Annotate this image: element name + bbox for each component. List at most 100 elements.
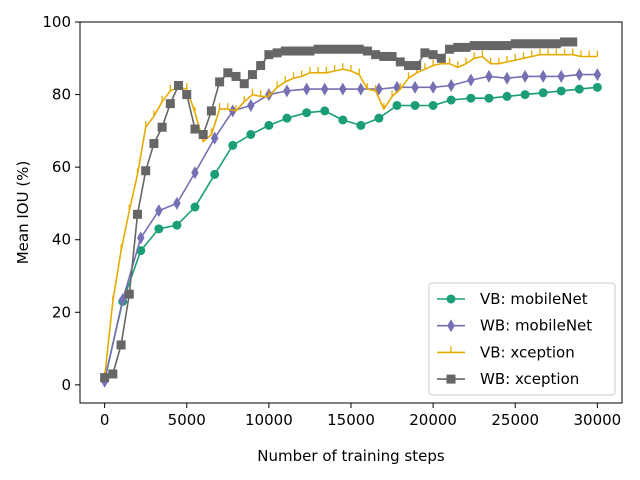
data-point xyxy=(210,131,219,145)
data-point xyxy=(313,44,323,54)
series-wb-xception xyxy=(100,37,578,383)
data-point xyxy=(264,120,274,130)
x-axis-ticks: 0 5000 10000 15000 20000 25000 30000 xyxy=(100,403,621,429)
data-point xyxy=(155,204,163,218)
legend-label: WB: mobileNet xyxy=(480,317,592,335)
data-point xyxy=(518,39,528,49)
y-tick-label: 80 xyxy=(52,86,71,104)
y-tick-label: 20 xyxy=(52,303,71,321)
data-point xyxy=(136,231,145,245)
legend-marker xyxy=(446,294,456,304)
data-point xyxy=(215,77,225,87)
data-point xyxy=(560,37,570,47)
data-point xyxy=(362,46,372,56)
data-point xyxy=(108,369,118,379)
data-point xyxy=(447,79,455,92)
data-point xyxy=(461,42,471,52)
x-tick-label: 30000 xyxy=(574,411,622,429)
series-wb-mobilenet xyxy=(100,68,602,388)
data-point xyxy=(321,44,331,54)
data-point xyxy=(283,84,291,98)
data-point xyxy=(165,99,175,109)
data-point xyxy=(154,224,164,234)
data-point xyxy=(446,95,456,105)
data-point xyxy=(403,61,413,71)
data-point xyxy=(428,100,438,110)
data-point xyxy=(223,68,233,78)
data-point xyxy=(592,82,602,92)
data-point xyxy=(320,82,329,96)
data-point xyxy=(539,69,547,83)
data-point xyxy=(272,48,282,58)
data-point xyxy=(100,373,110,383)
data-point xyxy=(174,81,184,90)
series-line xyxy=(103,86,598,380)
y-tick-label: 60 xyxy=(52,158,71,176)
data-point xyxy=(453,42,463,52)
legend-item: WB: xception xyxy=(437,370,579,388)
data-point xyxy=(527,39,537,49)
data-point xyxy=(428,50,438,60)
data-point xyxy=(116,340,126,350)
data-point xyxy=(486,41,496,51)
data-point xyxy=(484,93,494,103)
data-point xyxy=(173,196,181,210)
legend-item: VB: mobileNet xyxy=(437,290,588,308)
data-point xyxy=(282,113,292,123)
data-point xyxy=(191,166,199,180)
data-point xyxy=(535,39,545,49)
y-axis-label: Mean IOU (%) xyxy=(14,161,32,265)
data-point xyxy=(210,169,220,179)
data-point xyxy=(172,220,182,230)
plot-marks xyxy=(100,37,602,388)
data-point xyxy=(379,51,389,61)
data-point xyxy=(445,44,455,54)
data-point xyxy=(436,53,446,63)
data-point xyxy=(256,61,266,71)
data-point xyxy=(132,209,142,219)
data-point xyxy=(289,46,299,56)
x-tick-label: 10000 xyxy=(245,411,293,429)
x-tick-label: 15000 xyxy=(327,411,375,429)
data-point xyxy=(339,82,347,96)
data-point xyxy=(190,202,200,212)
data-point xyxy=(338,44,348,54)
x-axis-label: Number of training steps xyxy=(257,447,445,465)
legend-label: VB: mobileNet xyxy=(480,290,588,308)
data-point xyxy=(231,71,241,81)
data-point xyxy=(356,120,366,130)
data-point xyxy=(469,41,479,51)
data-point xyxy=(305,46,315,56)
data-point xyxy=(411,80,419,94)
x-tick-label: 20000 xyxy=(409,411,457,429)
data-point xyxy=(354,44,364,54)
data-point xyxy=(502,91,512,101)
data-point xyxy=(466,93,476,103)
y-tick-label: 100 xyxy=(42,13,71,31)
series-line xyxy=(103,73,598,382)
data-point xyxy=(551,39,561,49)
data-point xyxy=(280,46,290,56)
data-point xyxy=(502,41,512,51)
data-point xyxy=(494,41,504,51)
y-tick-label: 40 xyxy=(52,231,71,249)
data-point xyxy=(246,129,256,139)
data-point xyxy=(568,37,578,47)
legend-marker xyxy=(447,319,455,333)
data-point xyxy=(264,50,274,60)
data-point xyxy=(510,39,520,49)
data-point xyxy=(124,289,134,299)
data-point xyxy=(538,88,548,98)
data-point xyxy=(228,140,238,150)
data-point xyxy=(557,69,566,83)
x-tick-label: 5000 xyxy=(168,411,206,429)
y-axis-ticks: 0 20 40 60 80 100 xyxy=(42,13,80,394)
legend-marker xyxy=(446,374,456,384)
data-point xyxy=(141,166,151,176)
data-point xyxy=(320,106,330,116)
data-point xyxy=(371,50,381,60)
legend-item: WB: mobileNet xyxy=(437,317,592,335)
data-point xyxy=(395,57,405,67)
data-point xyxy=(375,82,383,96)
